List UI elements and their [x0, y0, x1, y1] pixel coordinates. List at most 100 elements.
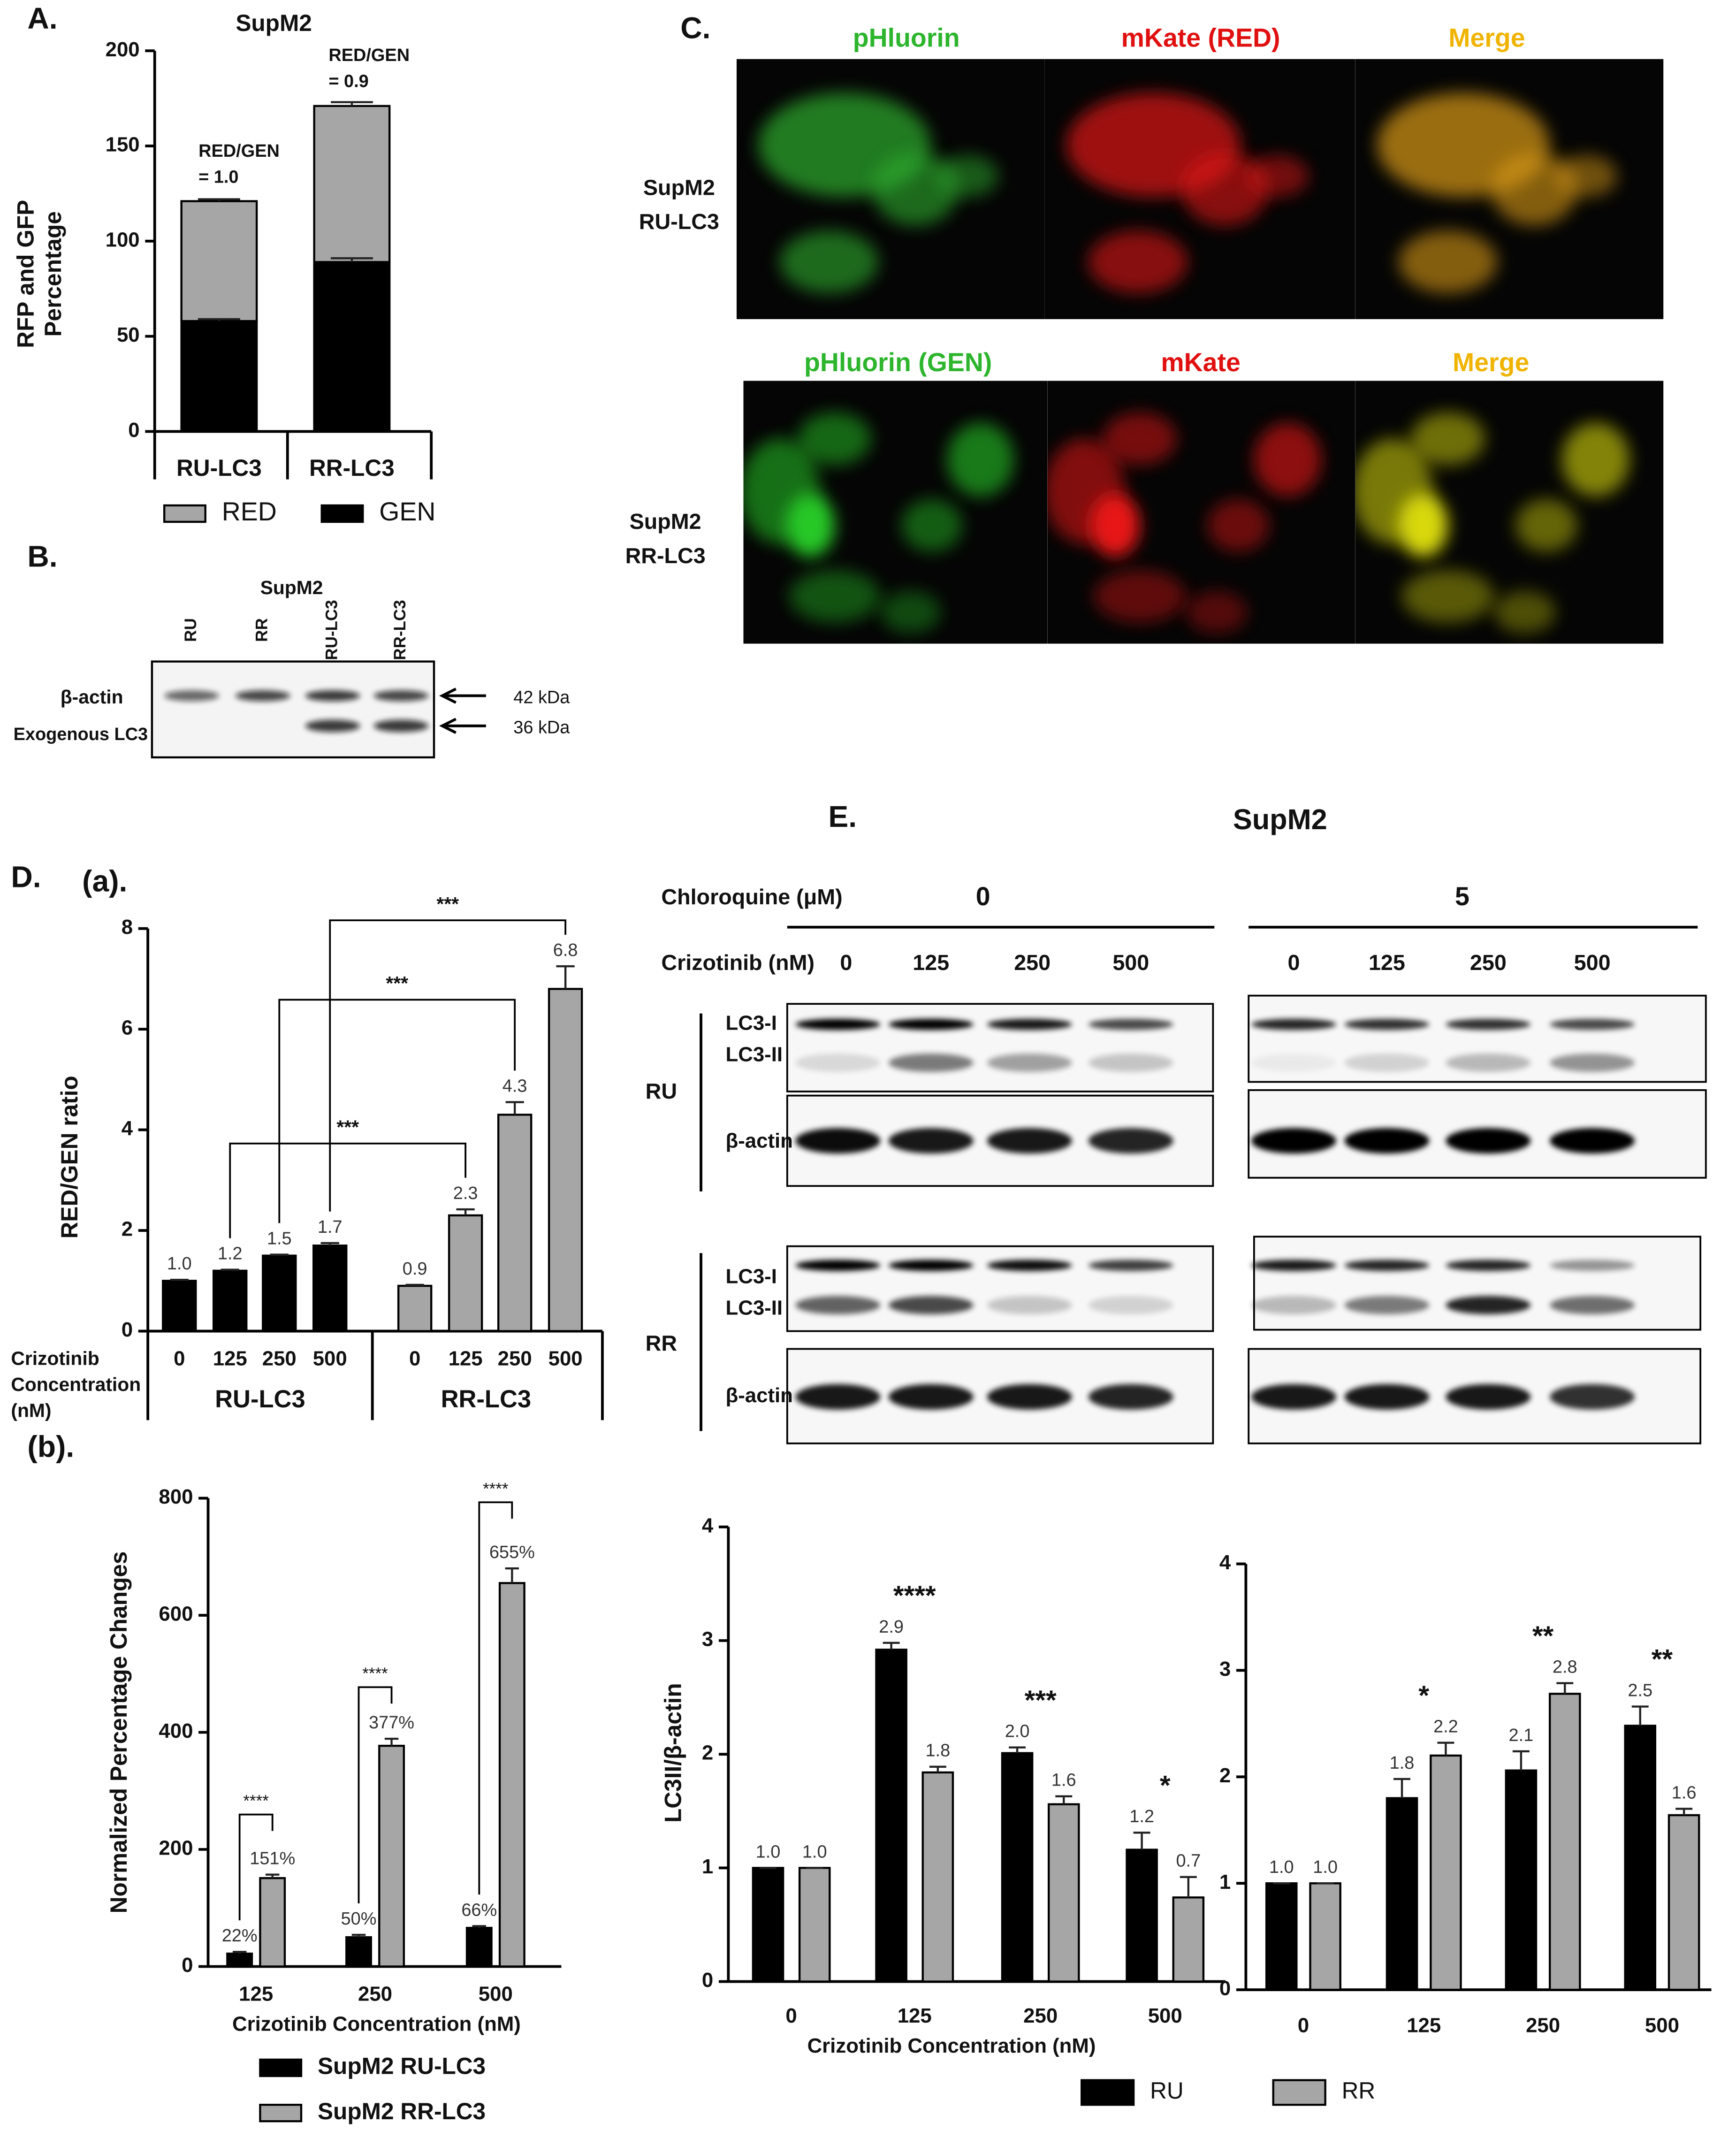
- cell: [1555, 155, 1617, 197]
- y-tick-label: 0: [182, 1954, 193, 1977]
- y-tick-label: 8: [122, 916, 133, 939]
- legend-label: RU: [1150, 2077, 1184, 2104]
- bar: [798, 1867, 831, 1983]
- condition-label: Crizotinib (nM): [661, 950, 815, 975]
- blot-band: [164, 690, 219, 702]
- bar: [1126, 1848, 1158, 1983]
- bar: [448, 1214, 483, 1332]
- blot-band: [1251, 1018, 1336, 1030]
- bar: [1047, 1803, 1080, 1983]
- blot-band: [1550, 1296, 1635, 1314]
- panel-label: D.: [11, 860, 41, 894]
- channel-header: mKate: [1161, 348, 1240, 377]
- row-label: SupM2: [643, 175, 715, 199]
- error-bar: [1675, 1808, 1693, 1816]
- row-label: RR-LC3: [625, 543, 706, 568]
- y-tick-label: 2: [702, 1741, 713, 1764]
- blot-band: [795, 1054, 881, 1072]
- channel-header: Merge: [1448, 23, 1525, 53]
- blot-band: [987, 1018, 1072, 1030]
- band-label: β-actin: [726, 1384, 793, 1407]
- annotation: = 1.0: [198, 168, 238, 187]
- error-bar: [265, 1873, 280, 1879]
- legend-label: RR: [1342, 2077, 1376, 2104]
- x-axis-label: Crizotinib Concentration (nM): [232, 2013, 521, 2036]
- micrograph: [1355, 59, 1664, 320]
- cell: [1207, 499, 1269, 552]
- value-label: 2.2: [1433, 1717, 1458, 1737]
- cell: [1090, 494, 1140, 557]
- cell: [1515, 499, 1577, 552]
- significance-label: ***: [1025, 1685, 1057, 1716]
- channel-header: pHluorin (GEN): [804, 348, 992, 377]
- y-tick-label: 3: [1219, 1657, 1231, 1680]
- blot-band: [1251, 1296, 1336, 1314]
- value-label: 1.0: [1313, 1857, 1338, 1877]
- value-label: 1.5: [267, 1229, 292, 1248]
- blot-membrane: [786, 1003, 1214, 1092]
- value-label: 1.8: [925, 1741, 950, 1761]
- legend-swatch: [1272, 2079, 1326, 2106]
- y-tick-label: 50: [117, 323, 140, 346]
- band-label: LC3-II: [726, 1043, 783, 1066]
- panel-label: B.: [27, 540, 57, 573]
- x-tick-label: 250: [1526, 2014, 1560, 2037]
- error-bar: [1512, 1750, 1530, 1771]
- error-bar: [351, 1933, 366, 1938]
- blot-row-label: β-actin: [61, 686, 123, 708]
- blot-row-label: Exogenous LC3: [14, 725, 148, 744]
- bar: [345, 1936, 372, 1968]
- error-bar: [883, 1642, 900, 1650]
- value-label: 377%: [369, 1713, 414, 1733]
- cell: [798, 412, 871, 465]
- x-tick-label: 500: [313, 1347, 347, 1370]
- blot-band: [1251, 1384, 1336, 1410]
- bar: [1309, 1882, 1341, 1991]
- x-axis-label: (nM): [11, 1399, 51, 1421]
- blot-band: [1446, 1296, 1531, 1314]
- value-label: 1.0: [756, 1842, 781, 1862]
- y-tick-label: 3: [702, 1628, 713, 1651]
- error-bar: [456, 1208, 475, 1215]
- blot-band: [1088, 1296, 1173, 1314]
- bar: [1001, 1752, 1034, 1983]
- channel-header: pHluorin: [853, 23, 960, 53]
- condition-value: 0: [976, 882, 990, 911]
- error-bar: [405, 1283, 424, 1286]
- bar: [1548, 1693, 1581, 1991]
- value-label: 2.8: [1553, 1657, 1577, 1677]
- x-tick-label: 250: [262, 1347, 297, 1370]
- micrograph: [736, 59, 1045, 320]
- bar: [498, 1582, 525, 1968]
- error-bar: [1180, 1876, 1197, 1898]
- cell: [1088, 230, 1188, 293]
- blot-band: [795, 1260, 881, 1271]
- value-label: 2.3: [453, 1184, 478, 1203]
- legend-label: RED: [222, 497, 277, 526]
- legend-swatch: [163, 504, 206, 523]
- cell: [1254, 423, 1322, 496]
- band-label: LC3-I: [726, 1011, 777, 1034]
- bar: [312, 1245, 348, 1332]
- band-label: LC3-II: [726, 1296, 783, 1319]
- cell: [1398, 230, 1497, 293]
- cell: [1398, 494, 1448, 557]
- error-bar: [472, 1925, 486, 1928]
- y-tick-label: 100: [106, 228, 140, 251]
- micrograph: [1044, 59, 1355, 320]
- lane-label: RR: [253, 618, 271, 642]
- value-label: 2.0: [1005, 1722, 1030, 1741]
- value-label: 1.0: [167, 1254, 192, 1274]
- blot-title: SupM2: [260, 577, 323, 598]
- x-tick-label: 125: [213, 1347, 247, 1370]
- y-axis-label: RFP and GFP: [12, 200, 38, 348]
- blot-band: [795, 1384, 881, 1410]
- significance-label: ***: [386, 972, 408, 994]
- error-bar: [330, 257, 373, 262]
- cell: [872, 153, 959, 226]
- bar: [1667, 1814, 1700, 1991]
- bar: [1265, 1882, 1298, 1991]
- error-bar: [505, 1567, 519, 1583]
- bar: [1505, 1769, 1538, 1991]
